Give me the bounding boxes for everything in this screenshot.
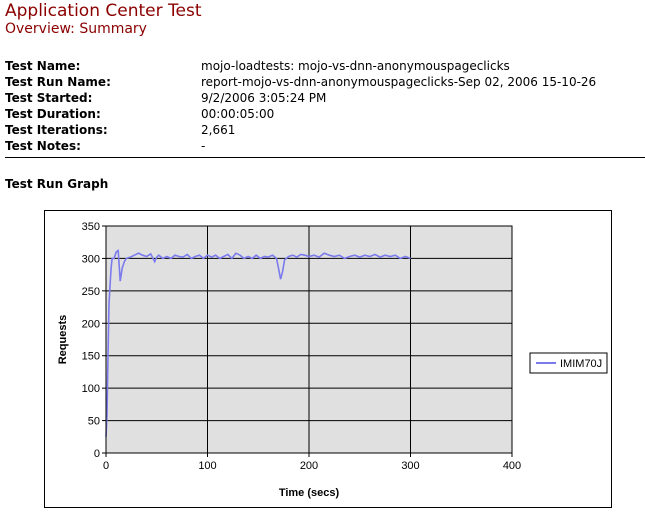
info-row-test-duration: Test Duration: 00:00:05:00 (5, 106, 645, 122)
y-tick-label: 100 (82, 383, 100, 395)
info-label: Test Name: (5, 59, 81, 73)
y-axis-title: Requests (57, 315, 69, 365)
axis-ticks: 0 50 100 150 200 250 300 350 0 100 200 300 400 (82, 221, 522, 472)
info-label: Test Duration: (5, 107, 101, 121)
info-value: 00:00:05:00 (201, 107, 275, 121)
series-line-imim70j (105, 249, 411, 437)
info-value: - (201, 139, 206, 153)
x-axis-title: Time (secs) (279, 487, 340, 499)
y-tick-label: 50 (88, 416, 100, 428)
info-row-test-name: Test Name: mojo-loadtests: mojo-vs-dnn-a… (5, 58, 645, 74)
chart-frame (44, 210, 612, 508)
info-value: 2,661 (201, 123, 236, 137)
y-tick-label: 350 (82, 221, 100, 233)
x-tick-label: 200 (300, 460, 318, 472)
y-tick-label: 150 (82, 351, 100, 363)
test-info-table: Test Name: mojo-loadtests: mojo-vs-dnn-a… (5, 58, 645, 154)
info-row-test-iterations: Test Iterations: 2,661 (5, 122, 645, 138)
info-value: mojo-loadtests: mojo-vs-dnn-anonymouspag… (201, 59, 510, 73)
info-label: Test Run Name: (5, 75, 111, 89)
info-row-test-notes: Test Notes: - (5, 138, 645, 154)
report-title: Application Center Test (5, 1, 202, 21)
x-tick-label: 0 (103, 460, 109, 472)
x-tick-label: 400 (503, 460, 521, 472)
info-value: 9/2/2006 3:05:24 PM (201, 91, 327, 105)
info-value: report-mojo-vs-dnn-anonymouspageclicks-S… (201, 75, 597, 89)
report-subtitle: Overview: Summary (5, 21, 147, 37)
legend-label: IMIM70J (560, 358, 602, 370)
y-tick-label: 300 (82, 253, 100, 265)
divider (5, 157, 645, 158)
info-label: Test Started: (5, 91, 93, 105)
y-tick-label: 250 (82, 286, 100, 298)
section-title: Test Run Graph (5, 177, 109, 191)
legend-box (529, 352, 608, 374)
x-tick-label: 100 (198, 460, 216, 472)
info-label: Test Iterations: (5, 123, 108, 137)
info-row-test-run-name: Test Run Name: report-mojo-vs-dnn-anonym… (5, 74, 645, 90)
legend: IMIM70J (529, 352, 608, 374)
info-row-test-started: Test Started: 9/2/2006 3:05:24 PM (5, 90, 645, 106)
y-tick-label: 200 (82, 318, 100, 330)
x-tick-label: 300 (401, 460, 419, 472)
y-tick-label: 0 (94, 448, 100, 460)
info-label: Test Notes: (5, 139, 81, 153)
